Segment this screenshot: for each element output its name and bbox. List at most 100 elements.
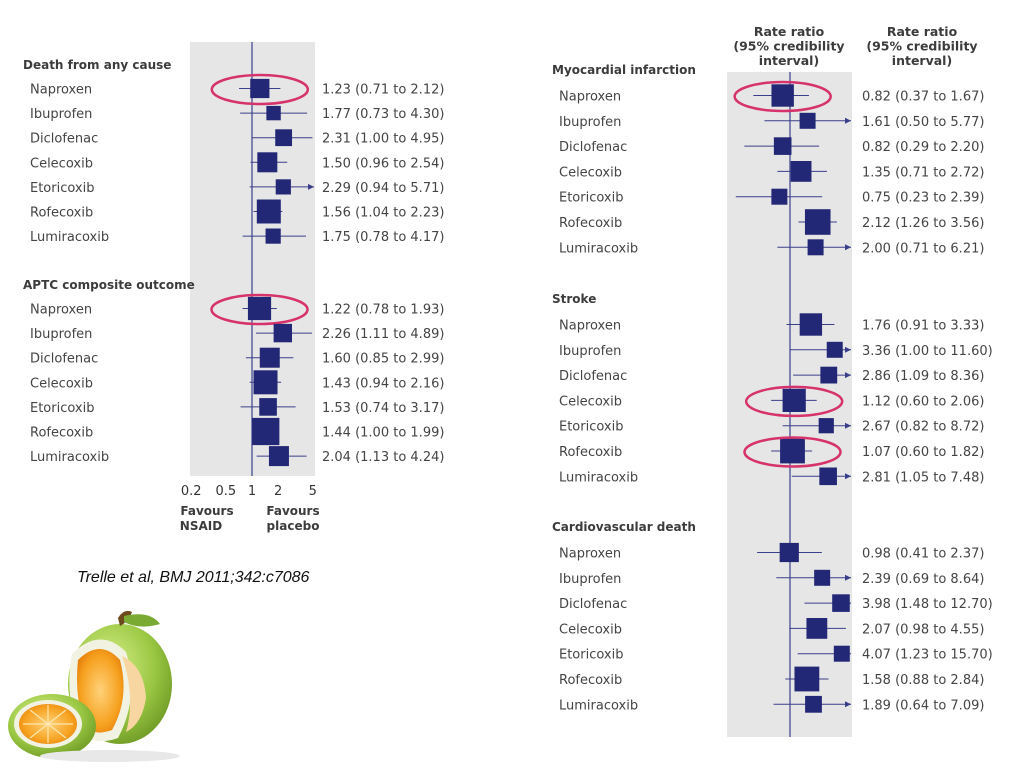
chart-0-favours-nsaid-line2: NSAID <box>180 519 222 533</box>
chart-1-s2-r1-value-label: 2.39 (0.69 to 8.64) <box>862 572 984 587</box>
chart-0-s0-r6-point-marker <box>265 228 281 244</box>
chart-0-s1-r0-value-label: 1.22 (0.78 to 1.93) <box>322 303 444 318</box>
chart-1-col-header-a-1: (95% credibility <box>733 39 844 54</box>
chart-1-s2-r2-value-label: 3.98 (1.48 to 12.70) <box>862 597 993 612</box>
chart-0-s1-r0-point-marker <box>247 296 272 321</box>
chart-1-col-header-b-2: interval) <box>892 53 952 68</box>
chart-1-s0-r6-point-marker <box>807 239 824 256</box>
chart-1-s0-r2-drug-label: Diclofenac <box>559 140 627 155</box>
chart-1-s2-r5-point-marker <box>794 666 820 692</box>
chart-1-s1-r3-highlight-circle <box>744 385 844 418</box>
chart-0-s1-r4-point-marker <box>259 398 277 416</box>
orange-apple-photo <box>0 606 190 768</box>
chart-0-favours-placebo-line1: Favours <box>266 504 319 518</box>
chart-1-s0-r3-point-marker <box>790 161 812 182</box>
chart-0-s1-r3-drug-label: Celecoxib <box>30 376 93 391</box>
chart-0-s1-r6-value-label: 2.04 (1.13 to 4.24) <box>322 450 444 465</box>
chart-0-s0-r3-drug-label: Celecoxib <box>30 156 93 171</box>
chart-0-s0-r0-drug-label: Naproxen <box>30 83 92 98</box>
citation: Trelle et al, BMJ 2011;342:c7086 <box>77 569 310 586</box>
chart-0-s1-r0-highlight-circle <box>210 293 309 326</box>
chart-0-s0-r2-drug-label: Diclofenac <box>30 132 98 147</box>
chart-1-col-header-b-0: Rate ratio <box>887 24 958 39</box>
chart-0-x-tick-0: 0.2 <box>181 484 202 499</box>
chart-0-s1-r2-point-marker <box>259 347 280 368</box>
chart-0-s0-r3-point-marker <box>257 152 278 173</box>
chart-1-s2-r3-drug-label: Celecoxib <box>559 622 622 637</box>
chart-0-s1-r1-drug-label: Ibuprofen <box>30 327 92 342</box>
chart-1-s0-r0-point-marker <box>771 84 794 107</box>
chart-1-s1-r4-point-marker <box>818 418 834 434</box>
chart-1-s1-r3-value-label: 1.12 (0.60 to 2.06) <box>862 394 984 409</box>
chart-1-section-0-title: Myocardial infarction <box>552 63 696 77</box>
chart-1-s0-r5-drug-label: Rofecoxib <box>559 216 622 231</box>
chart-1-s1-r5-value-label: 1.07 (0.60 to 1.82) <box>862 445 984 460</box>
chart-1-s2-r2-drug-label: Diclofenac <box>559 597 627 612</box>
chart-1-s1-r6-ci-arrow <box>845 473 851 480</box>
chart-1-s0-r4-value-label: 0.75 (0.23 to 2.39) <box>862 191 984 206</box>
chart-0-s0-r1-point-marker <box>266 105 281 121</box>
chart-0-s1-r1-point-marker <box>273 323 293 343</box>
chart-1-s0-r6-drug-label: Lumiracoxib <box>559 241 638 256</box>
chart-0-s0-r2-point-marker <box>275 129 293 147</box>
chart-0-x-tick-3: 2 <box>274 484 282 499</box>
chart-1-s1-r5-highlight-circle <box>743 436 842 468</box>
chart-1-s2-r0-drug-label: Naproxen <box>559 547 621 562</box>
chart-0-s0-r6-drug-label: Lumiracoxib <box>30 230 109 245</box>
chart-1-s1-r0-value-label: 1.76 (0.91 to 3.33) <box>862 319 984 334</box>
chart-0-s0-r5-drug-label: Rofecoxib <box>30 206 93 221</box>
chart-1-s2-r6-value-label: 1.89 (0.64 to 7.09) <box>862 698 984 713</box>
chart-1-s2-r6-point-marker <box>805 695 822 713</box>
chart-1-s1-r3-drug-label: Celecoxib <box>559 394 622 409</box>
chart-1-s1-r6-value-label: 2.81 (1.05 to 7.48) <box>862 470 984 485</box>
chart-0-x-tick-4: 5 <box>309 484 317 499</box>
chart-1-s0-r0-drug-label: Naproxen <box>559 90 621 105</box>
chart-1-s0-r3-value-label: 1.35 (0.71 to 2.72) <box>862 165 984 180</box>
chart-0-s1-r4-value-label: 1.53 (0.74 to 3.17) <box>322 401 444 416</box>
chart-1-section-1-title: Stroke <box>552 292 596 306</box>
chart-0-s1-r3-value-label: 1.43 (0.94 to 2.16) <box>322 376 444 391</box>
chart-1-s2-r3-value-label: 2.07 (0.98 to 4.55) <box>862 622 984 637</box>
chart-0-s1-r1-value-label: 2.26 (1.11 to 4.89) <box>322 327 444 342</box>
chart-0-s0-r0-highlight-circle <box>210 73 310 106</box>
chart-1-s1-r3-point-marker <box>782 388 806 412</box>
chart-0-s0-r4-ci-arrow <box>308 183 314 190</box>
chart-0-x-tick-1: 0.5 <box>215 484 236 499</box>
chart-1-s2-r5-drug-label: Rofecoxib <box>559 673 622 688</box>
chart-0-s0-r5-point-marker <box>256 199 281 224</box>
chart-0-s1-r5-value-label: 1.44 (1.00 to 1.99) <box>322 426 444 441</box>
chart-1-s1-r0-drug-label: Naproxen <box>559 319 621 334</box>
chart-1-s1-r4-value-label: 2.67 (0.82 to 8.72) <box>862 420 984 435</box>
chart-1-s1-r6-point-marker <box>819 467 837 486</box>
chart-0-s1-r6-point-marker <box>268 446 289 467</box>
chart-0-favours-nsaid-line1: Favours <box>180 504 233 518</box>
chart-0-s1-r0-drug-label: Naproxen <box>30 303 92 318</box>
chart-1-col-header-b-1: (95% credibility <box>866 39 977 54</box>
chart-1-s0-r2-value-label: 0.82 (0.29 to 2.20) <box>862 140 984 155</box>
chart-0-s1-r3-point-marker <box>253 370 278 395</box>
chart-1-s1-r2-value-label: 2.86 (1.09 to 8.36) <box>862 369 984 384</box>
chart-0-s1-r2-drug-label: Diclofenac <box>30 352 98 367</box>
chart-1-s1-r2-point-marker <box>820 366 838 384</box>
chart-0-s1-r4-drug-label: Etoricoxib <box>30 401 94 416</box>
chart-0-s0-r4-value-label: 2.29 (0.94 to 5.71) <box>322 181 444 196</box>
chart-1-s0-r3-drug-label: Celecoxib <box>559 165 622 180</box>
chart-1-s1-r2-ci-arrow <box>845 372 851 379</box>
chart-1-s2-r4-value-label: 4.07 (1.23 to 15.70) <box>862 648 993 663</box>
chart-1-s2-r4-point-marker <box>833 645 850 662</box>
chart-1-s2-r1-drug-label: Ibuprofen <box>559 572 621 587</box>
chart-1-s0-r1-drug-label: Ibuprofen <box>559 115 621 130</box>
chart-1-s1-r5-point-marker <box>780 438 805 464</box>
chart-0-s0-r3-value-label: 1.50 (0.96 to 2.54) <box>322 156 444 171</box>
chart-1-s1-r0-point-marker <box>799 313 823 336</box>
chart-1-s2-r3-point-marker <box>806 618 828 639</box>
chart-0-section-1-title: APTC composite outcome <box>23 278 195 292</box>
chart-1-s0-r6-ci-arrow <box>845 244 851 251</box>
chart-1-section-2-title: Cardiovascular death <box>552 520 696 534</box>
chart-1-col-header-a-0: Rate ratio <box>754 24 825 39</box>
chart-0-section-0-title: Death from any cause <box>23 58 171 72</box>
chart-0-s0-r1-drug-label: Ibuprofen <box>30 107 92 122</box>
chart-1-s0-r4-point-marker <box>771 188 788 205</box>
chart-1-s1-r2-drug-label: Diclofenac <box>559 369 627 384</box>
